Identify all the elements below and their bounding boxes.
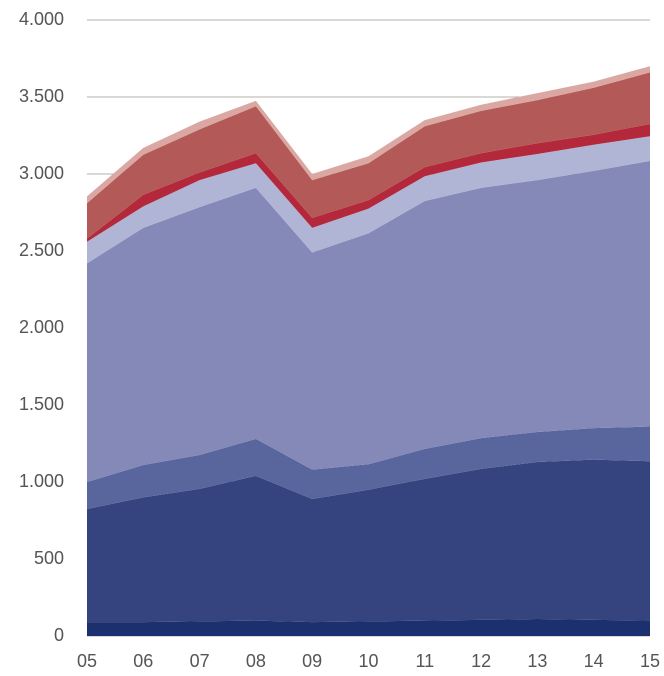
area	[87, 426, 650, 509]
y-tick-label: 4.000	[19, 9, 64, 29]
x-tick-label: 08	[246, 651, 266, 671]
x-tick-label: 13	[527, 651, 547, 671]
y-tick-label: 1.500	[19, 394, 64, 414]
x-tick-label: 14	[584, 651, 604, 671]
x-tick-label: 10	[358, 651, 378, 671]
area	[87, 459, 650, 623]
x-tick-label: 09	[302, 651, 322, 671]
y-tick-label: 1.000	[19, 471, 64, 491]
area	[87, 66, 650, 204]
y-tick-label: 2.000	[19, 317, 64, 337]
y-tick-label: 500	[34, 548, 64, 568]
y-tick-label: 2.500	[19, 240, 64, 260]
x-tick-label: 06	[133, 651, 153, 671]
area	[87, 160, 650, 482]
x-tick-label: 07	[190, 651, 210, 671]
x-tick-label: 05	[77, 651, 97, 671]
y-tick-label: 3.000	[19, 163, 64, 183]
area	[87, 136, 650, 264]
x-tick-label: 11	[415, 651, 434, 671]
y-tick-label: 0	[54, 625, 64, 645]
area	[87, 123, 650, 242]
area	[87, 72, 650, 239]
y-tick-label: 3.500	[19, 86, 64, 106]
x-tick-label: 12	[471, 651, 491, 671]
area	[87, 619, 650, 636]
x-tick-label: 15	[640, 651, 660, 671]
